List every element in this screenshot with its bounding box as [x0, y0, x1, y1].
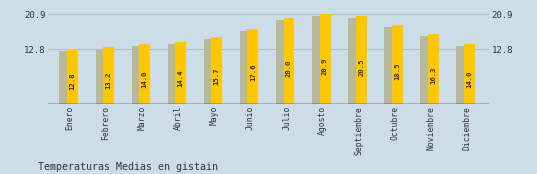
Bar	[212, 37, 222, 104]
Bar	[284, 18, 294, 104]
Text: 16.3: 16.3	[430, 66, 437, 84]
Bar	[248, 29, 258, 104]
Bar	[276, 20, 289, 104]
Bar	[348, 18, 362, 104]
Text: Temperaturas Medias en gistain: Temperaturas Medias en gistain	[38, 162, 217, 172]
Bar	[420, 36, 434, 104]
Bar	[464, 44, 475, 104]
Text: 20.9: 20.9	[322, 58, 328, 75]
Bar	[240, 31, 253, 104]
Bar	[60, 51, 73, 104]
Bar	[456, 46, 470, 104]
Bar	[103, 48, 114, 104]
Bar	[428, 34, 439, 104]
Text: 14.0: 14.0	[142, 70, 148, 88]
Bar	[67, 49, 78, 104]
Text: 20.5: 20.5	[358, 58, 364, 76]
Text: 13.2: 13.2	[105, 72, 112, 89]
Bar	[392, 25, 403, 104]
Bar	[175, 42, 186, 104]
Text: 14.4: 14.4	[178, 70, 184, 87]
Bar	[320, 14, 331, 104]
Text: 15.7: 15.7	[214, 67, 220, 85]
Bar	[139, 44, 150, 104]
Bar	[168, 45, 181, 104]
Text: 12.8: 12.8	[69, 72, 75, 90]
Bar	[384, 27, 398, 104]
Text: 14.0: 14.0	[467, 70, 473, 88]
Text: 20.0: 20.0	[286, 60, 292, 77]
Bar	[96, 50, 109, 104]
Bar	[132, 46, 145, 104]
Text: 18.5: 18.5	[394, 62, 400, 80]
Bar	[204, 39, 217, 104]
Bar	[355, 16, 367, 104]
Bar	[312, 16, 325, 104]
Text: 17.6: 17.6	[250, 64, 256, 81]
